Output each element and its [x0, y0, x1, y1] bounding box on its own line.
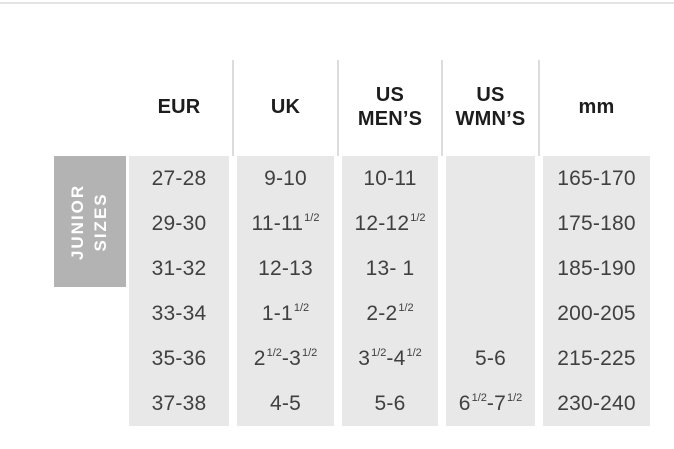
junior-sizes-text: JUNIOR SIZES: [68, 183, 111, 260]
size-cell-mm: 165-170: [557, 166, 636, 190]
column-divider: [232, 60, 234, 156]
size-cell-mm: 215-225: [557, 346, 636, 370]
size-cell-us-wmns: [446, 246, 535, 291]
junior-sizes-group-label: JUNIOR SIZES: [54, 156, 126, 287]
size-cell-uk: 11-11 1/2: [251, 211, 320, 235]
size-cell-us-wmns: [446, 201, 535, 246]
column-mm: 165-170 175-180 185-190 200-205 215-225 …: [543, 156, 650, 426]
size-cell-mm: 175-180: [557, 211, 636, 235]
column-header-us-mens: US MEN’S: [357, 84, 423, 130]
size-cell-mm: 185-190: [557, 256, 636, 280]
size-cell-us-mens: 12-12 1/2: [354, 211, 426, 235]
size-cell-mm: 200-205: [557, 301, 636, 325]
column-us-wmns: 5-6 6 1/2 -7 1/2: [446, 156, 535, 426]
column-eur: 27-28 29-30 31-32 33-34 35-36 37-38: [129, 156, 229, 426]
size-cell-eur: 27-28: [151, 166, 207, 190]
column-uk: 9-10 11-11 1/2 12-13 1-1 1/2 2 1/2 -3 1/2 4-5: [237, 156, 334, 426]
size-cell-us-mens: 3 1/2 -4 1/2: [358, 346, 422, 370]
column-header-mm: mm: [578, 96, 615, 119]
size-cell-us-wmns: 5-6: [475, 346, 506, 370]
size-cell-eur: 37-38: [151, 391, 207, 415]
size-cell-uk: 9-10: [264, 166, 307, 190]
size-cell-uk: 1-1 1/2: [261, 301, 310, 325]
column-header-eur: EUR: [157, 96, 201, 119]
column-us-mens: 10-11 12-12 1/2 13- 1 2-2 1/2 3 1/2 -4 1/2 5-…: [342, 156, 438, 426]
size-cell-uk: 12-13: [258, 256, 313, 280]
size-cell-us-mens: 2-2 1/2: [366, 301, 414, 325]
size-cell-uk: 2 1/2 -3 1/2: [253, 346, 318, 370]
page-top-divider: [0, 2, 674, 4]
column-divider: [337, 60, 339, 156]
size-cell-mm: 230-240: [557, 391, 636, 415]
size-cell-uk: 4-5: [270, 391, 301, 415]
size-cell-eur: 33-34: [151, 301, 207, 325]
size-cell-us-wmns: 6 1/2 -7 1/2: [458, 391, 523, 415]
size-cell-eur: 35-36: [151, 346, 207, 370]
size-cell-eur: 31-32: [151, 256, 207, 280]
size-cell-us-mens: 5-6: [374, 391, 406, 415]
size-cell-us-mens: 13- 1: [365, 256, 415, 280]
column-header-us-wmns: US WMN’S: [455, 84, 526, 130]
size-cell-us-wmns: [446, 291, 535, 336]
size-cell-us-wmns: [446, 156, 535, 201]
size-cell-us-mens: 10-11: [363, 166, 417, 190]
size-cell-eur: 29-30: [151, 211, 207, 235]
column-divider: [538, 60, 540, 156]
column-header-uk: UK: [270, 96, 301, 119]
column-divider: [441, 60, 443, 156]
